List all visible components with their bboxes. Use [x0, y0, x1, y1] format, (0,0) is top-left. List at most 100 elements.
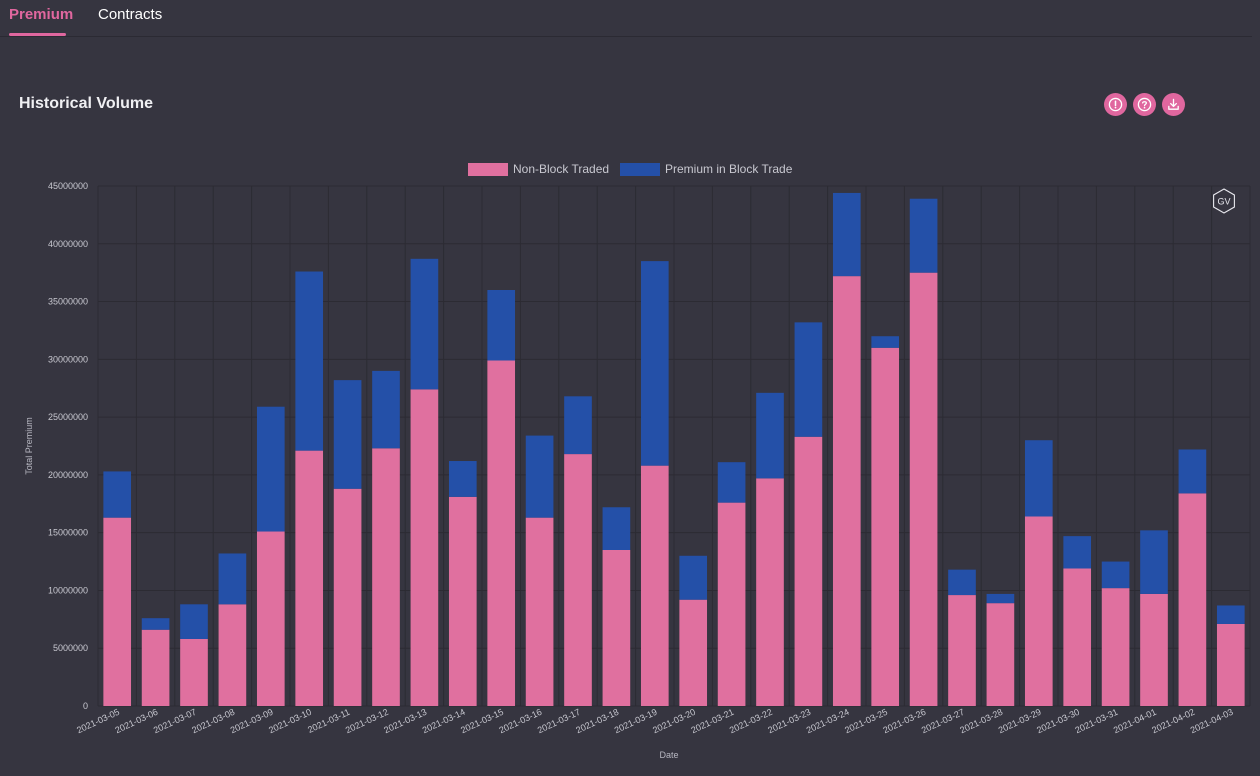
legend-label-block[interactable]: Premium in Block Trade	[665, 162, 793, 176]
bar-non-block[interactable]	[180, 638, 208, 706]
bar-non-block[interactable]	[794, 436, 823, 706]
y-tick-label: 15000000	[48, 528, 88, 538]
y-tick-label: 30000000	[48, 354, 88, 364]
y-axis-ticks: 0 5000000 10000000 15000000 20000000 25000000…	[48, 181, 88, 711]
bar-non-block[interactable]	[295, 450, 324, 706]
x-tick-label: 2021-03-10	[267, 707, 313, 736]
legend-swatch-non-block[interactable]	[468, 163, 508, 176]
bar-non-block[interactable]	[602, 550, 631, 706]
bar-block-trade[interactable]	[256, 406, 285, 532]
chart-legend: Non-Block Traded Premium in Block Trade	[468, 162, 793, 176]
bar-block-trade[interactable]	[487, 290, 516, 361]
bar-block-trade[interactable]	[832, 192, 861, 277]
y-tick-label: 40000000	[48, 239, 88, 249]
bar-non-block[interactable]	[141, 629, 170, 706]
x-tick-label: 2021-04-02	[1150, 707, 1196, 736]
info-button[interactable]	[1104, 93, 1127, 116]
bar-non-block[interactable]	[1178, 493, 1207, 706]
bar-block-trade[interactable]	[948, 569, 976, 596]
bar-block-trade[interactable]	[1024, 440, 1053, 517]
y-tick-label: 0	[83, 701, 88, 711]
bar-block-trade[interactable]	[1178, 449, 1207, 494]
bar-non-block[interactable]	[525, 517, 554, 706]
download-icon	[1168, 98, 1179, 110]
x-tick-label: 2021-03-13	[382, 707, 428, 736]
bar-non-block[interactable]	[410, 389, 439, 706]
bar-non-block[interactable]	[448, 496, 477, 706]
bar-block-trade[interactable]	[1216, 605, 1245, 624]
legend-swatch-block[interactable]	[620, 163, 660, 176]
bar-block-trade[interactable]	[602, 507, 631, 550]
bar-non-block[interactable]	[756, 478, 784, 706]
bar-block-trade[interactable]	[295, 271, 324, 451]
chart-bars	[103, 192, 1245, 706]
bar-non-block[interactable]	[564, 454, 592, 706]
bar-block-trade[interactable]	[1063, 536, 1092, 569]
bar-block-trade[interactable]	[333, 380, 362, 489]
x-tick-label: 2021-03-24	[805, 707, 851, 736]
bar-non-block[interactable]	[256, 531, 285, 706]
x-tick-label: 2021-03-11	[306, 707, 351, 735]
bar-block-trade[interactable]	[525, 435, 554, 518]
x-tick-label: 2021-03-29	[997, 707, 1043, 736]
tab-contracts[interactable]: Contracts	[98, 6, 163, 23]
bar-block-trade[interactable]	[1101, 561, 1130, 589]
bar-block-trade[interactable]	[180, 604, 208, 639]
x-tick-label: 2021-03-21	[689, 707, 735, 736]
bar-non-block[interactable]	[333, 488, 362, 706]
x-tick-label: 2021-03-05	[75, 707, 121, 736]
bar-non-block[interactable]	[1024, 516, 1053, 706]
hexagon-logo-icon	[1213, 188, 1235, 214]
x-tick-label: 2021-03-12	[344, 707, 390, 736]
watermark-text: GV	[1217, 197, 1230, 207]
y-axis-title: Total Premium	[24, 417, 34, 475]
bar-block-trade[interactable]	[103, 471, 132, 518]
x-tick-label: 2021-03-27	[920, 707, 966, 736]
tab-bar: Premium Contracts	[0, 0, 1252, 37]
bar-block-trade[interactable]	[871, 336, 900, 348]
x-tick-label: 2021-03-25	[843, 707, 889, 736]
tab-premium[interactable]: Premium	[9, 6, 74, 23]
bar-non-block[interactable]	[832, 276, 861, 706]
bar-non-block[interactable]	[1140, 593, 1168, 706]
x-tick-label: 2021-04-01	[1112, 707, 1158, 736]
bar-non-block[interactable]	[372, 448, 400, 706]
x-tick-label: 2021-03-26	[881, 707, 927, 736]
bar-non-block[interactable]	[948, 595, 976, 706]
legend-label-non-block[interactable]: Non-Block Traded	[513, 162, 609, 176]
bar-non-block[interactable]	[487, 360, 516, 706]
bar-block-trade[interactable]	[564, 396, 592, 455]
x-tick-label: 2021-03-18	[574, 707, 620, 736]
bar-block-trade[interactable]	[141, 618, 170, 630]
bar-block-trade[interactable]	[1140, 530, 1168, 594]
bar-block-trade[interactable]	[410, 258, 439, 390]
bar-non-block[interactable]	[1101, 588, 1130, 706]
help-button[interactable]	[1133, 93, 1156, 116]
x-tick-label: 2021-03-06	[113, 707, 159, 736]
y-tick-label: 35000000	[48, 297, 88, 307]
page-title: Historical Volume	[19, 95, 153, 112]
bar-block-trade[interactable]	[679, 555, 708, 600]
bar-non-block[interactable]	[103, 517, 132, 706]
bar-non-block[interactable]	[871, 347, 900, 706]
bar-block-trade[interactable]	[756, 392, 784, 479]
bar-non-block[interactable]	[717, 502, 746, 706]
bar-non-block[interactable]	[640, 465, 669, 706]
bar-block-trade[interactable]	[372, 370, 400, 449]
bar-non-block[interactable]	[986, 603, 1015, 706]
bar-block-trade[interactable]	[909, 198, 938, 273]
bar-block-trade[interactable]	[794, 322, 823, 437]
bar-block-trade[interactable]	[218, 553, 247, 605]
bar-non-block[interactable]	[909, 272, 938, 706]
x-tick-label: 2021-03-28	[958, 707, 1004, 736]
bar-block-trade[interactable]	[448, 461, 477, 497]
bar-block-trade[interactable]	[986, 593, 1015, 604]
bar-non-block[interactable]	[679, 599, 708, 706]
bar-non-block[interactable]	[1216, 623, 1245, 706]
bar-block-trade[interactable]	[640, 261, 669, 466]
bar-non-block[interactable]	[218, 604, 247, 706]
bar-non-block[interactable]	[1063, 568, 1092, 706]
x-tick-label: 2021-03-20	[651, 707, 697, 736]
bar-block-trade[interactable]	[717, 462, 746, 503]
download-button[interactable]	[1162, 93, 1185, 116]
